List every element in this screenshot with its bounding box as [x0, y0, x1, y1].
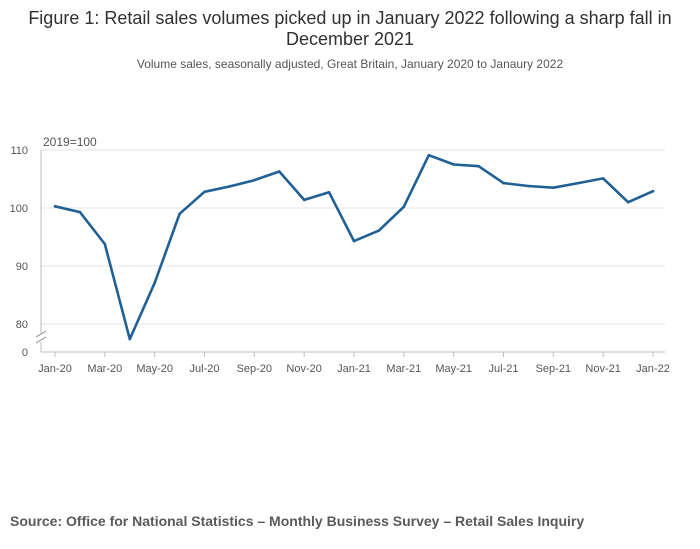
- y-tick-label: 110: [10, 145, 28, 157]
- data-point: [103, 242, 107, 246]
- data-point: [626, 200, 630, 204]
- data-point: [128, 337, 132, 341]
- data-point: [651, 189, 655, 193]
- data-point: [153, 281, 156, 285]
- y-tick-label: 90: [16, 261, 28, 273]
- data-point: [302, 198, 306, 202]
- data-point: [53, 205, 57, 208]
- chart-subtitle: Volume sales, seasonally adjusted, Great…: [136, 57, 564, 71]
- data-point: [477, 164, 480, 168]
- data-point: [327, 191, 331, 194]
- y-tick-label: 100: [10, 203, 28, 215]
- data-point: [601, 177, 605, 180]
- x-tick-label: May-20: [136, 363, 173, 375]
- x-tick-label: Jan-21: [337, 363, 371, 375]
- data-point: [527, 184, 530, 188]
- x-tick-label: Jul-21: [489, 363, 519, 375]
- data-point: [402, 205, 406, 209]
- x-tick-label: Sep-21: [536, 363, 571, 375]
- x-tick-label: Nov-20: [286, 363, 321, 375]
- data-point: [577, 181, 580, 185]
- series-layer: [53, 153, 655, 341]
- gridlines: [41, 149, 665, 325]
- y-tick-label: 80: [16, 319, 28, 331]
- data-point: [178, 212, 181, 216]
- x-tick-label: Mar-20: [87, 363, 122, 375]
- series-line: [53, 153, 655, 341]
- x-tick-label: Mar-21: [386, 363, 421, 375]
- y-unit-label: 2019=100: [43, 135, 97, 149]
- x-tick-label: Jan-22: [636, 363, 670, 375]
- data-point: [203, 190, 206, 194]
- data-point: [78, 210, 82, 214]
- x-tick-label: Jan-20: [38, 363, 72, 375]
- axis-break-mark: [35, 330, 47, 344]
- y-tick-label: 0: [22, 347, 28, 359]
- data-point: [228, 185, 231, 188]
- y-axis: 110 100 90 80 0 2019=100: [10, 135, 97, 359]
- data-point: [502, 181, 505, 185]
- data-point: [253, 178, 256, 182]
- data-point: [377, 229, 381, 232]
- data-point: [452, 163, 456, 166]
- x-tick-label: Jul-20: [190, 363, 220, 375]
- data-point: [278, 170, 281, 173]
- x-tick-label: Sep-20: [237, 363, 272, 375]
- x-axis: Jan-20 Mar-20 May-20 Jul-20 Sep-20 Nov-20 Jan-…: [38, 351, 670, 375]
- data-point: [552, 186, 555, 189]
- data-point: [352, 239, 356, 243]
- source-note: Source: Office for National Statistics –…: [10, 513, 585, 529]
- data-point: [427, 153, 431, 157]
- x-tick-label: May-21: [435, 363, 472, 375]
- x-tick-label: Nov-21: [585, 363, 620, 375]
- chart-title: Figure 1: Retail sales volumes picked up…: [28, 8, 672, 49]
